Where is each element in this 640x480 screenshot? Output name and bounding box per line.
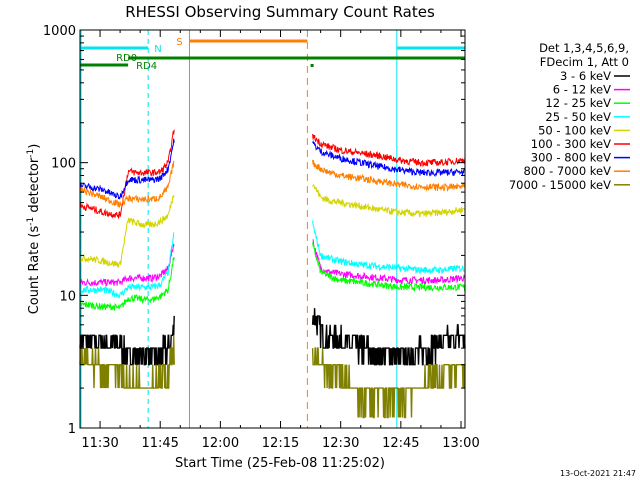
- series-100-300-kev: [79, 129, 466, 219]
- series-300-800-kev: [79, 138, 466, 200]
- y-axis-label-main: Count Rate (s: [27, 226, 42, 315]
- legend-label: 3 - 6 keV: [560, 69, 611, 83]
- x-tick-label: 11:45: [141, 436, 178, 451]
- x-axis-label: Start Time (25-Feb-08 11:25:02): [175, 456, 385, 471]
- flag-label-rd0: RD0: [116, 53, 137, 64]
- series-6-12-kev: [79, 239, 466, 287]
- x-axis: 11:30 11:45 12:00 12:15 12:30 12:45 13:00: [79, 30, 480, 451]
- series-7000-15000-kev: [79, 335, 466, 419]
- y-axis-label-sup: -1: [26, 217, 36, 226]
- x-tick-label: 13:00: [442, 436, 479, 451]
- series-layer: [79, 129, 466, 419]
- y-axis: 1 10 100 1000: [43, 24, 465, 437]
- chart-title: RHESSI Observing Summary Count Rates: [125, 3, 435, 21]
- legend-header-1: Det 1,3,4,5,6,9,: [539, 41, 629, 55]
- rd0-marker: [310, 64, 314, 67]
- series-line: [312, 239, 466, 286]
- series-line: [79, 138, 175, 200]
- series-line: [79, 242, 175, 287]
- x-tick-label: 12:15: [262, 436, 299, 451]
- series-line: [79, 194, 175, 268]
- series-line: [79, 257, 175, 311]
- plot-frame: [79, 29, 466, 429]
- series-25-50-kev: [79, 220, 466, 299]
- legend: Det 1,3,4,5,6,9, FDecim 1, Att 0 3 - 6 k…: [509, 41, 630, 192]
- y-tick-label: 1: [68, 422, 76, 437]
- y-tick-label: 10: [59, 289, 76, 304]
- series-800-7000-kev: [79, 159, 466, 209]
- legend-label: 800 - 7000 keV: [523, 164, 611, 178]
- flag-label-s: S: [176, 37, 182, 48]
- legend-label: 300 - 800 keV: [531, 151, 611, 165]
- series-line: [312, 242, 466, 292]
- series-line: [79, 160, 175, 209]
- x-tick-label: 12:30: [322, 436, 359, 451]
- y-axis-label-mid: detector: [27, 157, 42, 217]
- y-tick-label: 100: [51, 157, 76, 172]
- x-tick-label: 12:00: [202, 436, 239, 451]
- y-axis-label-end: ): [27, 144, 42, 149]
- flag-label-rd4: RD4: [136, 61, 157, 72]
- series-line: [312, 159, 466, 192]
- series-line: [312, 133, 466, 168]
- flag-label-n: N: [154, 44, 161, 55]
- series-line: [79, 232, 175, 299]
- legend-label: 100 - 300 keV: [531, 137, 611, 151]
- legend-label: 7000 - 15000 keV: [509, 178, 611, 192]
- series-3-6-kev: [79, 308, 466, 366]
- y-axis-label-sup2: -1: [26, 149, 36, 158]
- series-12-25-kev: [79, 242, 466, 311]
- series-line: [312, 220, 466, 275]
- series-line: [312, 139, 466, 178]
- legend-label: 25 - 50 keV: [545, 110, 611, 124]
- series-line: [311, 308, 466, 366]
- series-line: [79, 335, 175, 389]
- y-tick-label: 1000: [43, 24, 76, 39]
- timestamp: 13-Oct-2021 21:47: [560, 469, 636, 478]
- x-tick-label: 12:45: [382, 436, 419, 451]
- series-line: [311, 347, 466, 419]
- legend-label: 12 - 25 keV: [545, 96, 611, 110]
- series-line: [79, 315, 175, 366]
- legend-label: 6 - 12 keV: [553, 83, 611, 97]
- legend-header-2: FDecim 1, Att 0: [540, 55, 629, 69]
- legend-label: 50 - 100 keV: [538, 123, 611, 137]
- series-50-100-kev: [79, 184, 466, 268]
- x-tick-label: 11:30: [81, 436, 118, 451]
- y-axis-label: Count Rate (s-1 detector-1): [26, 144, 42, 315]
- series-line: [79, 129, 175, 219]
- series-line: [312, 184, 466, 218]
